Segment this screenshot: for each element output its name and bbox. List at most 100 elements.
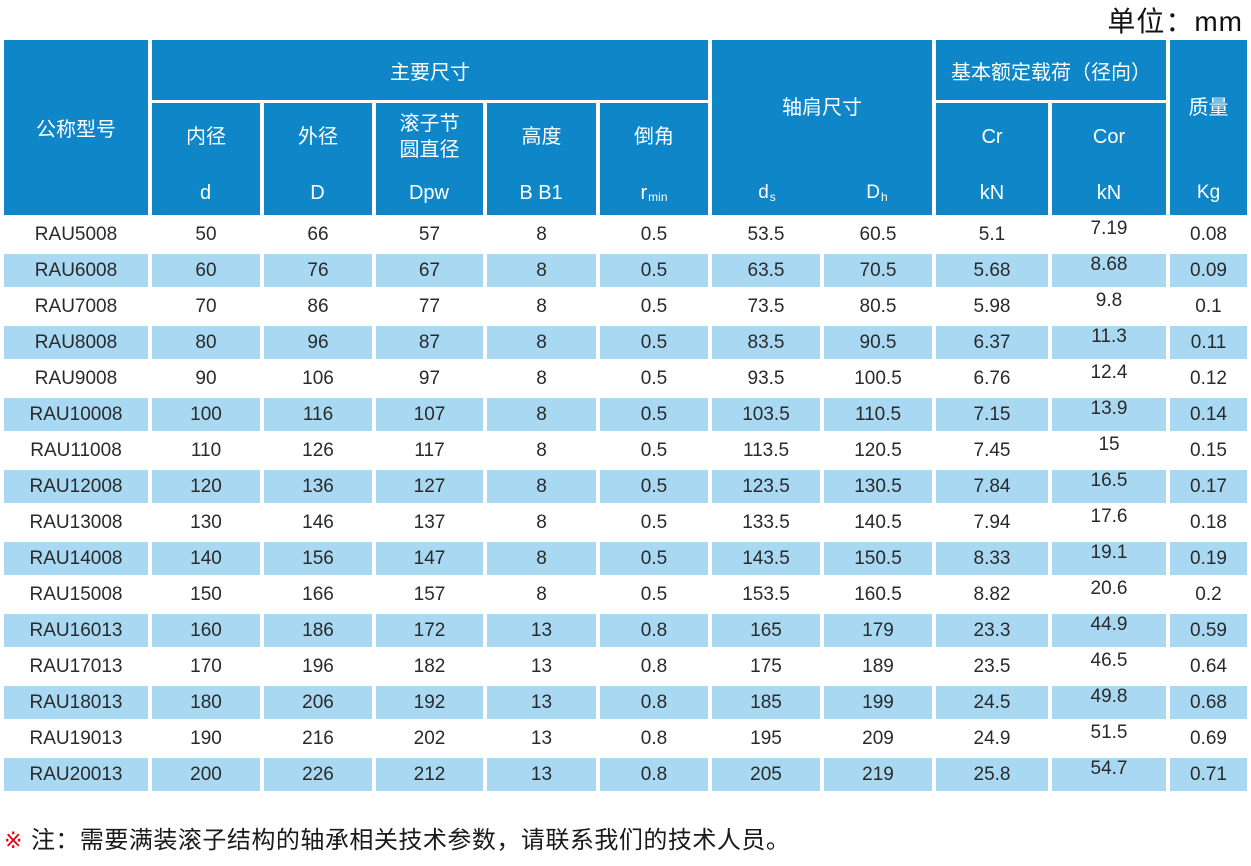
cell-cr: 23.3 <box>936 614 1049 647</box>
cell-cor: 15 <box>1052 434 1167 467</box>
footnote-text: 注：需要满装滚子结构的轴承相关技术参数，请联系我们的技术人员。 <box>30 827 791 854</box>
cell-cor: 17.6 <box>1052 506 1167 539</box>
cell-cr: 8.33 <box>936 542 1049 575</box>
cell-cor: 19.1 <box>1052 542 1167 575</box>
cell-mass: 0.15 <box>1170 434 1248 467</box>
cell-roller-pitch-diameter: 157 <box>376 578 483 611</box>
cell-chamfer: 0.5 <box>600 218 709 251</box>
cell-inner-diameter: 60 <box>152 254 260 287</box>
cell-model: RAU13008 <box>4 506 148 539</box>
cell-dh: 179 <box>824 614 933 647</box>
table-row: RAU5008 50 66 57 8 0.5 53.5 60.5 5.1 7.1… <box>4 218 1248 251</box>
cell-outer-diameter: 96 <box>264 326 372 359</box>
cell-height: 13 <box>487 650 596 683</box>
cell-outer-diameter: 126 <box>264 434 372 467</box>
table-row: RAU20013 200 226 212 13 0.8 205 219 25.8… <box>4 758 1248 791</box>
header-cr: Cr kN <box>936 103 1049 215</box>
header-mass: 质量 Kg <box>1170 40 1248 215</box>
cell-mass: 0.64 <box>1170 650 1248 683</box>
cell-outer-diameter: 196 <box>264 650 372 683</box>
cell-inner-diameter: 180 <box>152 686 260 719</box>
header-roller-pitch-diameter: 滚子节 圆直径 Dpw <box>376 103 483 215</box>
cell-cor: 44.9 <box>1052 614 1167 647</box>
table-row: RAU15008 150 166 157 8 0.5 153.5 160.5 8… <box>4 578 1248 611</box>
cell-mass: 0.19 <box>1170 542 1248 575</box>
cell-cor: 51.5 <box>1052 722 1167 755</box>
cell-cor: 9.8 <box>1052 290 1167 323</box>
cell-roller-pitch-diameter: 192 <box>376 686 483 719</box>
table-row: RAU19013 190 216 202 13 0.8 195 209 24.9… <box>4 722 1248 755</box>
cell-mass: 0.1 <box>1170 290 1248 323</box>
cell-roller-pitch-diameter: 117 <box>376 434 483 467</box>
header-load-rating-group: 基本额定载荷（径向） <box>936 40 1167 100</box>
cell-outer-diameter: 116 <box>264 398 372 431</box>
cell-ds: 175 <box>712 650 821 683</box>
table-row: RAU11008 110 126 117 8 0.5 113.5 120.5 7… <box>4 434 1248 467</box>
cell-chamfer: 0.5 <box>600 326 709 359</box>
cell-model: RAU19013 <box>4 722 148 755</box>
cell-height: 8 <box>487 470 596 503</box>
cell-height: 13 <box>487 614 596 647</box>
cell-cr: 24.9 <box>936 722 1049 755</box>
cell-model: RAU10008 <box>4 398 148 431</box>
cell-dh: 60.5 <box>824 218 933 251</box>
cell-model: RAU7008 <box>4 290 148 323</box>
cell-ds: 83.5 <box>712 326 821 359</box>
cell-chamfer: 0.5 <box>600 542 709 575</box>
table-row: RAU6008 60 76 67 8 0.5 63.5 70.5 5.68 8.… <box>4 254 1248 287</box>
cell-cor: 8.68 <box>1052 254 1167 287</box>
cell-model: RAU16013 <box>4 614 148 647</box>
cell-cor: 46.5 <box>1052 650 1167 683</box>
cell-roller-pitch-diameter: 172 <box>376 614 483 647</box>
cell-height: 8 <box>487 398 596 431</box>
header-height: 高度 B B1 <box>487 103 596 215</box>
cell-cr: 5.1 <box>936 218 1049 251</box>
cell-height: 8 <box>487 434 596 467</box>
cell-roller-pitch-diameter: 202 <box>376 722 483 755</box>
cell-cor: 16.5 <box>1052 470 1167 503</box>
cell-mass: 0.71 <box>1170 758 1248 791</box>
cell-mass: 0.11 <box>1170 326 1248 359</box>
cell-chamfer: 0.8 <box>600 686 709 719</box>
cell-dh: 150.5 <box>824 542 933 575</box>
cell-inner-diameter: 140 <box>152 542 260 575</box>
cell-model: RAU9008 <box>4 362 148 395</box>
cell-model: RAU15008 <box>4 578 148 611</box>
table-row: RAU12008 120 136 127 8 0.5 123.5 130.5 7… <box>4 470 1248 503</box>
cell-height: 8 <box>487 362 596 395</box>
cell-inner-diameter: 100 <box>152 398 260 431</box>
cell-cr: 24.5 <box>936 686 1049 719</box>
cell-model: RAU14008 <box>4 542 148 575</box>
cell-outer-diameter: 66 <box>264 218 372 251</box>
mass-unit: Kg <box>1196 182 1221 203</box>
cell-mass: 0.09 <box>1170 254 1248 287</box>
cell-model: RAU5008 <box>4 218 148 251</box>
cell-mass: 0.12 <box>1170 362 1248 395</box>
table-row: RAU17013 170 196 182 13 0.8 175 189 23.5… <box>4 650 1248 683</box>
header-sub-row: 内径 d 外径 D 滚子节 圆直径 Dpw <box>4 103 1247 215</box>
cell-cr: 5.68 <box>936 254 1049 287</box>
cell-mass: 0.14 <box>1170 398 1248 431</box>
footnote: ※ 注：需要满装滚子结构的轴承相关技术参数，请联系我们的技术人员。 <box>4 820 790 855</box>
cell-dh: 140.5 <box>824 506 933 539</box>
header-cor: Cor kN <box>1052 103 1167 215</box>
cell-mass: 0.17 <box>1170 470 1248 503</box>
cell-dh: 219 <box>824 758 933 791</box>
cell-roller-pitch-diameter: 67 <box>376 254 483 287</box>
cell-chamfer: 0.5 <box>600 470 709 503</box>
cell-dh: 209 <box>824 722 933 755</box>
cell-outer-diameter: 206 <box>264 686 372 719</box>
cell-model: RAU17013 <box>4 650 148 683</box>
cell-chamfer: 0.8 <box>600 650 709 683</box>
cell-ds: 53.5 <box>712 218 821 251</box>
cell-model: RAU12008 <box>4 470 148 503</box>
cell-chamfer: 0.5 <box>600 434 709 467</box>
cell-roller-pitch-diameter: 77 <box>376 290 483 323</box>
cell-inner-diameter: 200 <box>152 758 260 791</box>
cell-ds: 205 <box>712 758 821 791</box>
cell-chamfer: 0.5 <box>600 506 709 539</box>
cell-roller-pitch-diameter: 127 <box>376 470 483 503</box>
header-inner-diameter: 内径 d <box>152 103 260 215</box>
